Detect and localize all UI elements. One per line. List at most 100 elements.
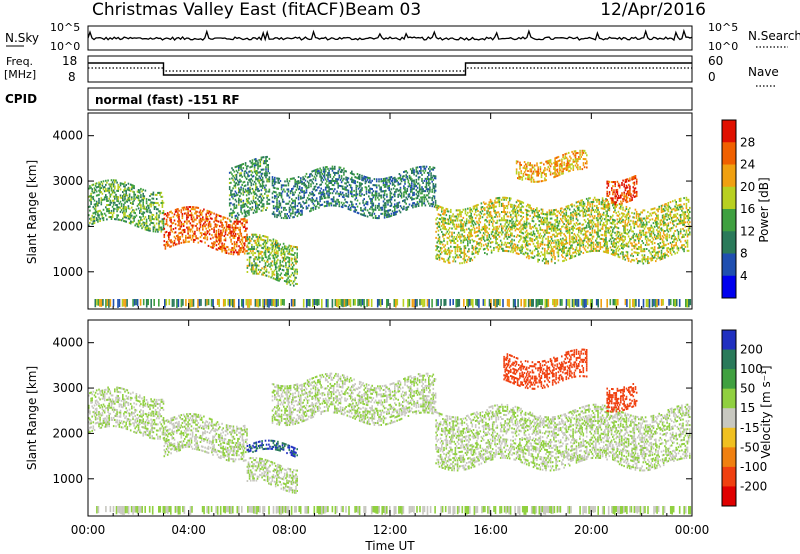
power-cell (524, 235, 527, 238)
power-cell (320, 179, 322, 182)
power-cell (443, 246, 445, 248)
power-cell (556, 251, 559, 254)
power-cell (169, 239, 171, 242)
power-cell (356, 211, 359, 214)
power-cell (399, 178, 402, 181)
power-cell (301, 180, 303, 183)
power-cell (294, 246, 296, 248)
power-cell (291, 282, 294, 285)
power-cell (590, 239, 593, 242)
power-cell (535, 227, 537, 230)
power-cell (395, 213, 397, 216)
power-cell (597, 235, 599, 238)
power-cell (224, 249, 227, 252)
power-cell (298, 181, 301, 184)
power-cell (300, 197, 302, 200)
power-cell (240, 238, 243, 241)
cpid-text: normal (fast) -151 RF (95, 93, 240, 107)
power-cell (288, 206, 291, 209)
power-cell (319, 198, 321, 201)
power-cell (235, 169, 238, 172)
power-cell (461, 229, 463, 232)
power-cell (422, 182, 424, 184)
power-cell (292, 216, 294, 219)
power-cell (463, 237, 466, 240)
power-cell (280, 186, 283, 189)
power-cell (472, 252, 475, 255)
power-cell (88, 206, 90, 208)
power-cell (353, 206, 355, 209)
power-cell (467, 242, 469, 245)
power-cell (124, 220, 126, 223)
power-cell (258, 195, 260, 198)
power-cell (92, 195, 95, 198)
power-cell (277, 275, 279, 278)
power-cell (562, 251, 564, 254)
power-cell (288, 279, 291, 282)
power-cell (421, 178, 423, 180)
power-cell (454, 215, 457, 218)
power-cell (494, 211, 496, 214)
power-cell (518, 214, 520, 217)
power-cell (486, 234, 488, 237)
power-cell (439, 248, 442, 251)
power-cell (166, 216, 169, 219)
power-cell (345, 194, 347, 197)
power-cell (545, 237, 547, 240)
power-cell (198, 219, 201, 222)
power-cell (188, 214, 190, 217)
power-cell (389, 215, 392, 218)
power-cell (261, 203, 264, 206)
power-cell (196, 237, 198, 240)
power-cell (365, 176, 368, 179)
power-cell (314, 205, 317, 208)
power-cell (512, 212, 514, 215)
power-cell (251, 268, 253, 271)
power-cell (344, 204, 346, 207)
power-cell (232, 251, 235, 254)
power-cell (276, 276, 278, 279)
power-cell (564, 214, 566, 217)
power-cell (178, 220, 180, 222)
power-cell (266, 164, 268, 167)
power-cell (512, 210, 514, 213)
power-cell (490, 251, 493, 254)
power-cell (191, 224, 194, 227)
power-cell (563, 245, 565, 248)
power-cell (453, 215, 455, 218)
power-cell (208, 222, 211, 225)
power-cell (364, 180, 367, 183)
power-cell (225, 227, 228, 230)
power-cell (347, 195, 350, 198)
power-cell (454, 227, 457, 230)
power-cell (398, 177, 401, 179)
power-cell (248, 262, 251, 265)
power-cell (256, 258, 259, 261)
power-cell (155, 193, 158, 196)
power-cell (508, 236, 511, 239)
power-cell (394, 176, 396, 179)
power-cell (550, 229, 553, 232)
power-cell (525, 235, 528, 238)
power-cell (324, 196, 327, 199)
power-cell (520, 211, 522, 213)
power-cell (110, 179, 113, 182)
power-cell (484, 233, 486, 236)
power-cell (324, 178, 327, 181)
power-cell (301, 187, 303, 189)
power-cell (317, 186, 319, 189)
power-cell (234, 226, 237, 229)
power-cell (416, 172, 419, 175)
power-cell (439, 206, 442, 209)
power-cell (443, 233, 445, 236)
power-cell (383, 206, 386, 209)
power-cell (426, 188, 429, 191)
power-cell (209, 217, 212, 220)
power-cell (497, 248, 500, 251)
power-cell (187, 236, 189, 239)
power-cell (256, 188, 258, 191)
power-cell (209, 213, 212, 216)
power-cell (174, 231, 177, 234)
power-cell (190, 218, 193, 221)
power-cell (583, 208, 586, 211)
